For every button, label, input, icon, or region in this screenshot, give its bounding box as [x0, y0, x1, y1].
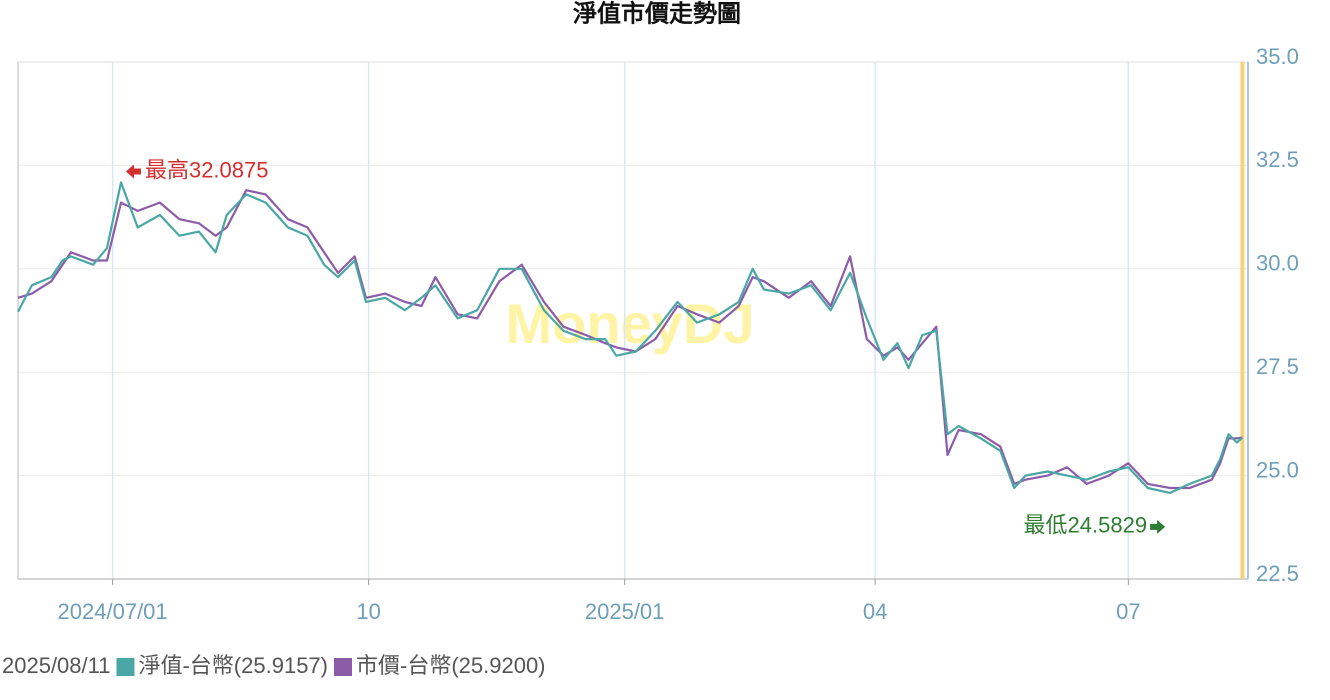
x-tick-label: 04	[863, 599, 887, 624]
legend-label: 市價-台幣(25.9200)	[356, 653, 546, 678]
annotation-arrow	[125, 164, 141, 179]
annotation-arrow	[1150, 519, 1166, 534]
legend-date: 2025/08/11	[2, 653, 110, 678]
watermark: MoneyDJ	[506, 292, 755, 355]
x-tick-label: 07	[1116, 599, 1140, 624]
x-tick-label: 2025/01	[585, 599, 665, 624]
legend-swatch	[116, 658, 135, 676]
x-tick-label: 10	[356, 599, 380, 624]
y-tick-label: 32.5	[1256, 147, 1299, 172]
y-tick-label: 30.0	[1256, 251, 1299, 276]
legend-label: 淨值-台幣(25.9157)	[138, 653, 328, 678]
y-tick-label: 35.0	[1256, 44, 1299, 69]
legend-swatch	[334, 658, 352, 676]
y-tick-label: 22.5	[1256, 561, 1299, 586]
y-tick-label: 25.0	[1256, 457, 1299, 482]
series-line	[17, 181, 1244, 494]
series-line	[17, 189, 1243, 490]
y-tick-label: 27.5	[1256, 354, 1299, 379]
chart-title: 淨值市價走勢圖	[573, 0, 741, 27]
x-tick-label: 2024/07/01	[58, 599, 168, 624]
annotation-label: 最低24.5829	[1024, 513, 1148, 538]
annotation-label: 最高32.0875	[145, 157, 269, 182]
